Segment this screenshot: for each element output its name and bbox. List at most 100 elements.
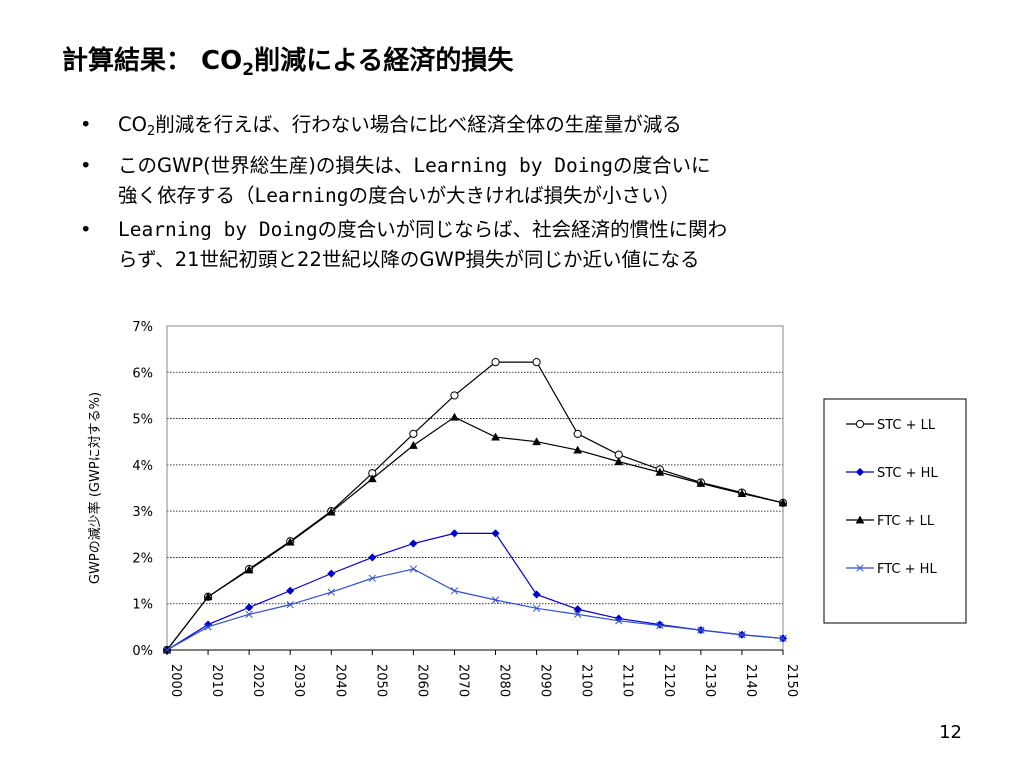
- data-point: [491, 529, 500, 538]
- data-point: [614, 457, 624, 466]
- data-point: [573, 605, 582, 614]
- data-point: [778, 498, 788, 507]
- series-line: [166, 361, 784, 651]
- page-number: 12: [939, 722, 962, 743]
- data-point-stroke: [245, 610, 253, 619]
- data-point: [696, 478, 706, 487]
- title-subscript: 2: [242, 60, 255, 80]
- data-point-stroke: [409, 565, 418, 573]
- data-point: [286, 586, 295, 595]
- series-ftc-hl: [163, 565, 787, 654]
- bullet-line: Learning by Doingの度合いが同じならば、社会経済的慣性に関わ: [118, 215, 985, 245]
- series-line: [166, 416, 784, 651]
- data-point: [450, 412, 459, 421]
- series-stc-hl: [162, 529, 788, 655]
- bullet-list: CO2削減を行えば、行わない場合に比べ経済全体の生産量が減るこのGWP(世界総生…: [80, 110, 985, 279]
- legend-box: [823, 398, 967, 624]
- bullet-text: Learning: [254, 184, 349, 207]
- series-line: [166, 568, 784, 651]
- data-point-stroke: [738, 631, 746, 639]
- data-point: [491, 358, 500, 367]
- data-point: [409, 429, 418, 438]
- bullet-line: らず、21世紀初頭と22世紀以降のGWP損失が同じか近い値になる: [118, 245, 985, 275]
- bullet-line: 強く依存する（Learningの度合いが大きければ損失が小さい）: [118, 181, 985, 211]
- data-point: [326, 507, 336, 516]
- data-point: [450, 529, 459, 538]
- data-point: [855, 467, 865, 477]
- slide-title: 計算結果： CO2削減による経済的損失: [62, 40, 513, 80]
- y-tick-label: 7%: [132, 320, 153, 335]
- bullet-text: Learning by Doing: [413, 154, 613, 177]
- x-tick-label: 2130: [702, 664, 717, 697]
- data-point: [203, 620, 213, 629]
- data-point-stroke: [327, 588, 335, 596]
- chart-legend: STC + LL STC + HL FTC + LL FTC + HL: [823, 398, 967, 624]
- data-point: [615, 617, 623, 625]
- data-point: [532, 358, 541, 367]
- chart-axes: 0% 1% 2% 3% 4% 5% 6% 7% 2000 2010 2020 2030 2040 2050…: [132, 320, 799, 697]
- data-point: [532, 604, 541, 612]
- data-point-stroke: [615, 617, 623, 625]
- legend-entry: STC + LL: [846, 418, 936, 433]
- data-point: [856, 564, 864, 572]
- data-point-stroke: [656, 621, 664, 630]
- legend-entry: FTC + LL: [846, 514, 935, 529]
- bullet-text: 削減を行えば、行わない場合に比べ経済全体の生産量が減る: [155, 113, 682, 136]
- data-point-stroke: [491, 596, 500, 604]
- data-point: [532, 437, 542, 446]
- x-tick-label: 2060: [414, 664, 429, 697]
- x-tick-label: 2150: [784, 664, 799, 697]
- data-point: [855, 419, 865, 429]
- bullet-text: このGWP(世界総生産)の損失は、: [118, 154, 414, 177]
- x-tick-label: 2010: [209, 664, 224, 697]
- data-point-stroke: [574, 610, 582, 619]
- data-point: [245, 610, 253, 619]
- bullet-line: CO2削減を行えば、行わない場合に比べ経済全体の生産量が減る: [118, 110, 985, 147]
- data-point: [409, 539, 418, 548]
- bullet-text: 2: [146, 124, 156, 139]
- x-tick-label: 2070: [455, 664, 470, 697]
- data-point: [286, 600, 294, 609]
- data-point: [655, 620, 664, 629]
- legend-entry: FTC + HL: [846, 562, 937, 577]
- series-stc-ll: [162, 358, 788, 655]
- y-tick-label: 5%: [132, 413, 153, 428]
- data-point: [573, 429, 582, 438]
- y-tick-label: 3%: [132, 505, 153, 520]
- data-point: [203, 592, 213, 601]
- data-point-stroke: [779, 634, 787, 643]
- bullet-item: CO2削減を行えば、行わない場合に比べ経済全体の生産量が減る: [80, 110, 985, 147]
- x-tick-label: 2110: [620, 664, 635, 697]
- series-line: [166, 532, 784, 651]
- bullet-text: らず、21世紀初頭と22世紀以降のGWP損失が同じか近い値になる: [118, 248, 700, 271]
- x-tick-label: 2140: [743, 664, 758, 697]
- x-tick-label: 2090: [538, 664, 553, 697]
- legend-label: FTC + HL: [877, 562, 937, 577]
- data-point: [855, 515, 865, 524]
- data-point: [327, 569, 336, 578]
- data-point-stroke: [450, 587, 459, 595]
- y-tick-label: 1%: [132, 598, 153, 613]
- data-point-stroke: [163, 646, 171, 654]
- data-point-stroke: [532, 604, 541, 612]
- data-point: [204, 623, 212, 631]
- data-point: [656, 621, 664, 630]
- data-point-stroke: [286, 600, 294, 609]
- bullet-item: Learning by Doingの度合いが同じならば、社会経済的慣性に関わらず…: [80, 215, 985, 275]
- bullet-text: 強く依存する（: [118, 184, 255, 207]
- data-point-stroke: [697, 626, 705, 634]
- bullet-text: Learning by Doing: [118, 218, 318, 241]
- data-point: [737, 489, 747, 498]
- x-tick-label: 2000: [168, 664, 183, 697]
- data-point: [573, 445, 583, 454]
- legend-label: STC + HL: [877, 466, 938, 481]
- data-point: [450, 391, 459, 400]
- data-point-stroke: [368, 574, 376, 582]
- data-point: [409, 565, 418, 573]
- chart-series: [162, 358, 788, 655]
- bullet-item: このGWP(世界総生産)の損失は、Learning by Doingの度合いに強…: [80, 151, 985, 211]
- x-tick-label: 2100: [579, 664, 594, 697]
- data-point: [368, 574, 376, 582]
- data-point: [163, 646, 171, 654]
